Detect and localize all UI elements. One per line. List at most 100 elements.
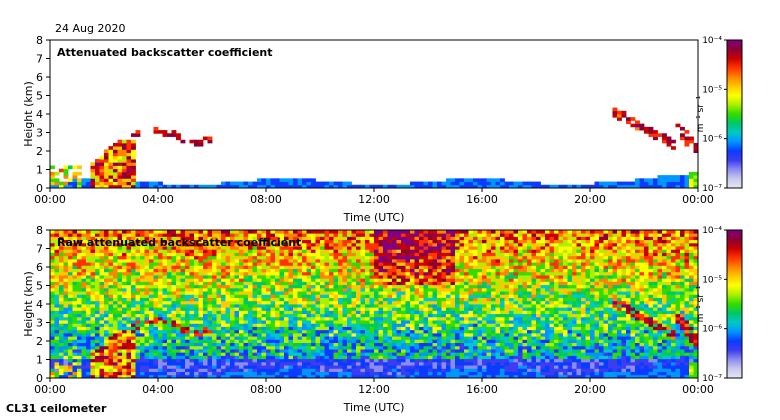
heat-cell bbox=[113, 165, 118, 170]
heat-cell bbox=[194, 374, 199, 379]
heat-cell bbox=[135, 278, 141, 282]
heat-cell bbox=[284, 361, 289, 366]
heat-cell bbox=[423, 249, 429, 253]
heat-cell bbox=[374, 271, 379, 276]
heat-cell bbox=[279, 262, 285, 266]
heat-cell bbox=[288, 320, 294, 324]
heat-cell bbox=[293, 374, 298, 379]
heat-cell bbox=[230, 361, 235, 366]
heat-cell bbox=[324, 287, 330, 292]
heat-cell bbox=[248, 236, 253, 241]
heat-cell bbox=[158, 246, 163, 250]
heat-cell bbox=[324, 374, 330, 379]
heat-cell bbox=[54, 258, 60, 263]
heat-cell bbox=[117, 342, 123, 347]
heat-cell bbox=[410, 268, 415, 273]
heat-cell bbox=[419, 365, 424, 369]
heat-cell bbox=[459, 239, 465, 244]
heat-cell bbox=[99, 262, 105, 266]
heat-cell bbox=[225, 265, 231, 270]
heat-cell bbox=[113, 287, 118, 292]
heat-cell bbox=[266, 246, 271, 250]
heat-cell bbox=[365, 297, 370, 302]
heat-cell bbox=[342, 275, 348, 279]
heat-cell bbox=[117, 168, 123, 173]
heat-cell bbox=[266, 339, 271, 344]
heat-cell bbox=[185, 246, 190, 250]
heat-cell bbox=[167, 268, 172, 273]
heat-cell bbox=[347, 310, 352, 315]
heat-cell bbox=[306, 368, 312, 372]
heat-cell bbox=[144, 345, 150, 350]
heat-cell bbox=[392, 368, 397, 372]
heat-cell bbox=[482, 252, 487, 257]
heat-cell bbox=[306, 304, 312, 308]
heat-cell bbox=[405, 239, 411, 244]
heat-cell bbox=[122, 310, 127, 315]
heat-cell bbox=[81, 352, 87, 356]
heat-cell bbox=[419, 271, 424, 276]
heat-cell bbox=[113, 365, 118, 369]
heat-cell bbox=[50, 342, 55, 347]
heat-cell bbox=[72, 294, 78, 298]
heat-cell bbox=[410, 332, 415, 337]
heat-cell bbox=[365, 233, 370, 237]
heat-cell bbox=[284, 284, 289, 289]
heat-cell bbox=[365, 278, 370, 282]
heat-cell bbox=[464, 249, 469, 253]
heat-cell bbox=[653, 181, 658, 186]
heat-cell bbox=[261, 313, 267, 318]
heat-cell bbox=[59, 345, 64, 350]
heat-cell bbox=[207, 258, 213, 263]
heat-cell bbox=[450, 323, 456, 327]
heat-cell bbox=[392, 284, 397, 289]
heat-cell bbox=[252, 262, 258, 266]
heat-cell bbox=[81, 284, 87, 289]
heat-cell bbox=[315, 249, 321, 253]
heat-cell bbox=[176, 230, 181, 234]
heat-cell bbox=[455, 349, 460, 353]
heat-cell bbox=[117, 233, 123, 237]
heat-cell bbox=[338, 294, 343, 298]
heat-cell bbox=[405, 281, 411, 286]
heat-cell bbox=[279, 230, 285, 234]
heat-cell bbox=[356, 249, 361, 253]
heat-cell bbox=[342, 336, 348, 340]
heat-cell bbox=[158, 258, 163, 263]
heat-cell bbox=[351, 297, 357, 302]
heat-cell bbox=[50, 307, 55, 311]
heat-cell bbox=[108, 178, 114, 182]
heat-cell bbox=[180, 262, 186, 266]
heat-cell bbox=[477, 252, 483, 257]
heat-cell bbox=[302, 361, 307, 366]
heat-cell bbox=[311, 252, 316, 257]
heat-cell bbox=[288, 291, 294, 295]
heat-cell bbox=[450, 255, 456, 260]
heat-cell bbox=[662, 139, 667, 144]
heat-cell bbox=[441, 365, 447, 369]
heat-cell bbox=[428, 278, 433, 282]
heat-cell bbox=[599, 181, 604, 186]
heat-cell bbox=[153, 349, 159, 353]
heat-cell bbox=[383, 287, 388, 292]
heat-cell bbox=[63, 271, 69, 276]
heat-cell bbox=[464, 181, 469, 186]
heat-cell bbox=[279, 358, 285, 363]
heat-cell bbox=[158, 294, 163, 298]
heat-cell bbox=[405, 268, 411, 273]
heat-cell bbox=[369, 304, 375, 308]
heat-cell bbox=[90, 255, 96, 260]
heat-cell bbox=[306, 345, 312, 350]
heat-cell bbox=[311, 181, 316, 186]
heat-cell bbox=[135, 374, 141, 379]
heat-cell bbox=[392, 339, 397, 344]
heat-cell bbox=[320, 275, 325, 279]
heat-cell bbox=[504, 184, 510, 189]
heat-cell bbox=[144, 249, 150, 253]
heat-cell bbox=[270, 323, 276, 327]
heat-cell bbox=[275, 230, 280, 234]
heat-cell bbox=[333, 349, 339, 353]
heat-cell bbox=[284, 371, 289, 376]
heat-cell bbox=[306, 342, 312, 347]
heat-cell bbox=[279, 355, 285, 360]
